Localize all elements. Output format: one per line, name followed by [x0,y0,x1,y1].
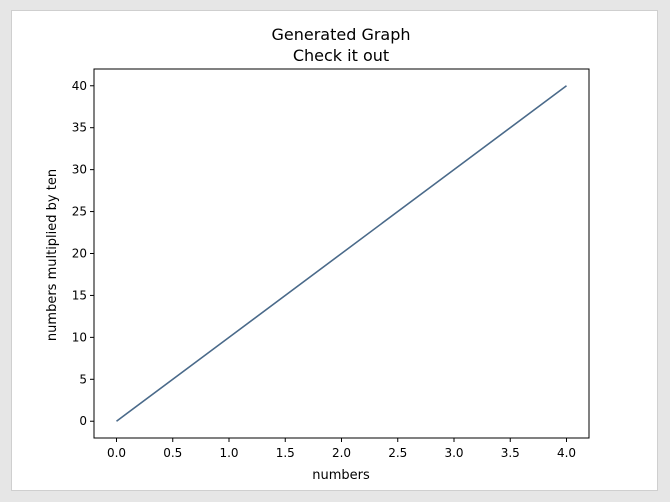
x-tick-label: 1.0 [219,446,238,460]
y-tick-label: 30 [72,163,87,177]
y-tick-label: 25 [72,205,87,219]
x-tick-label: 1.5 [276,446,295,460]
x-tick-label: 4.0 [557,446,576,460]
series-line [116,85,567,422]
x-tick-label: 2.5 [388,446,407,460]
x-tick-label: 3.0 [444,446,463,460]
y-tick-label: 20 [72,247,87,261]
y-tick-label: 0 [79,414,87,428]
x-tick-label: 3.5 [501,446,520,460]
y-tick-label: 35 [72,121,87,135]
y-tick-label: 15 [72,288,87,302]
chart-subtitle: Check it out [293,46,389,65]
plot-area: 0.0 0.5 1.0 1.5 2.0 2.5 3.0 3.5 4.0 0 5 10 15 20 25 30 3… [72,68,590,460]
y-tick-label: 40 [72,79,87,93]
x-axis-label: numbers [312,468,370,483]
x-tick-label: 0.5 [163,446,182,460]
x-tick-label: 2.0 [332,446,351,460]
y-tick-label: 10 [72,330,87,344]
y-tick-label: 5 [79,372,87,386]
y-axis-label: numbers multiplied by ten [45,169,60,341]
figure-window: Generated Graph Check it out 0.0 0.5 1.0 1.… [11,10,658,491]
x-tick-label: 0.0 [107,446,126,460]
chart-title: Generated Graph [271,25,410,44]
line-chart: Generated Graph Check it out 0.0 0.5 1.0 1.… [45,25,590,483]
